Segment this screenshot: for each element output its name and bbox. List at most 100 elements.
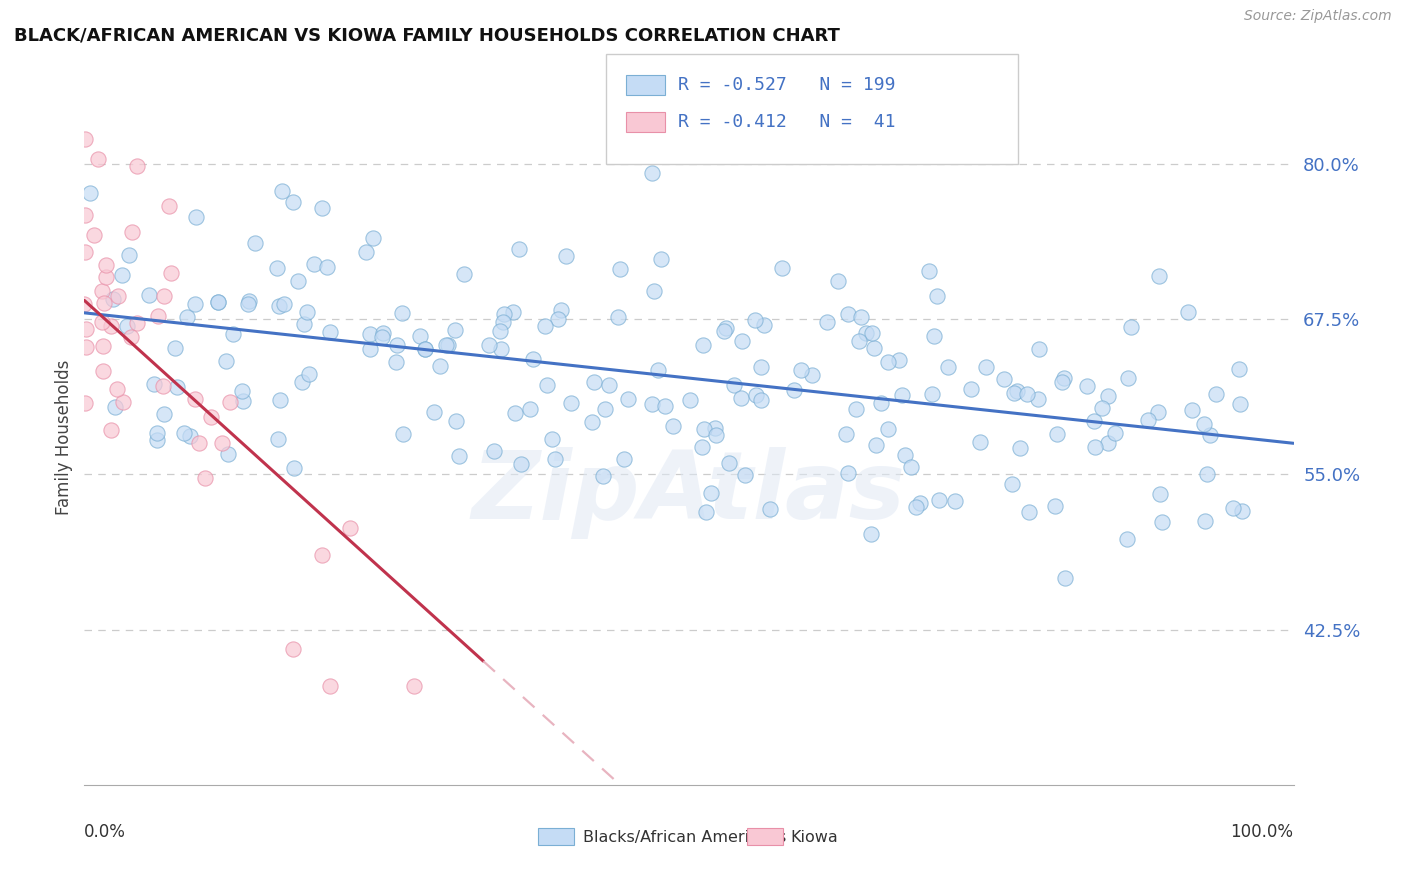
Point [713,325,735,339]
Point [339,520,361,534]
Point [1181,403,1204,417]
Point [550,302,572,317]
Point [87,152,110,166]
Point [94,270,117,285]
Point [1083,414,1105,428]
Point [598,377,620,392]
Point [153,407,176,421]
Point [860,526,883,541]
Point [1018,505,1040,519]
Point [815,315,838,329]
Point [316,260,339,274]
Point [695,505,717,519]
Point [371,326,394,340]
Point [607,310,630,325]
Point [211,436,233,450]
Point [969,434,991,449]
Point [1008,441,1031,455]
Point [478,338,501,352]
Point [641,166,664,180]
Point [1222,500,1244,515]
Point [938,360,960,375]
Point [1053,371,1076,385]
Point [166,379,188,393]
Point [1194,514,1216,528]
Point [928,492,950,507]
Point [359,343,381,357]
Point [184,297,207,311]
Point [922,328,945,343]
Point [302,257,325,271]
Point [650,252,672,267]
Point [232,394,254,409]
Point [437,337,460,351]
Point [974,360,997,375]
Point [75,209,97,223]
Point [200,409,222,424]
Point [281,642,304,657]
Point [146,309,169,323]
Point [959,382,981,396]
Point [918,264,941,278]
Point [894,448,917,462]
Point [717,457,740,471]
Point [1118,370,1140,384]
Point [273,296,295,310]
Point [121,225,143,239]
Point [138,288,160,302]
Point [908,496,931,510]
Point [870,396,893,410]
Point [93,296,115,310]
Point [267,432,290,446]
Point [877,422,900,436]
Point [581,415,603,429]
Point [111,268,134,282]
Point [115,319,138,334]
Point [1230,503,1253,517]
Point [927,289,949,303]
Point [900,460,922,475]
Point [770,260,793,275]
Point [243,235,266,250]
Point [1097,389,1119,403]
Text: 100.0%: 100.0% [1230,823,1294,841]
Point [298,367,321,381]
Point [222,327,245,342]
Point [800,368,823,383]
Point [1026,392,1049,406]
Point [354,245,377,260]
Point [827,274,849,288]
Point [215,354,238,368]
Point [194,471,217,485]
Point [1050,375,1073,389]
Point [163,342,186,356]
Point [413,342,436,356]
Point [1002,385,1025,400]
Point [1177,305,1199,319]
Point [157,199,180,213]
Point [236,297,259,311]
Point [744,312,766,326]
Point [90,315,112,329]
FancyBboxPatch shape [538,828,574,846]
Point [391,306,413,320]
Point [508,242,530,256]
Point [103,292,125,306]
Point [105,382,128,396]
Point [993,372,1015,386]
Point [73,132,96,146]
Point [409,329,432,343]
Point [281,194,304,209]
Point [876,355,898,369]
Point [921,387,943,401]
Point [429,359,451,373]
Point [889,353,911,368]
Point [583,375,606,389]
Point [837,307,859,321]
Point [269,392,291,407]
Point [547,311,569,326]
Point [311,202,333,216]
Point [270,184,292,198]
Point [1115,533,1137,547]
Point [385,354,408,368]
